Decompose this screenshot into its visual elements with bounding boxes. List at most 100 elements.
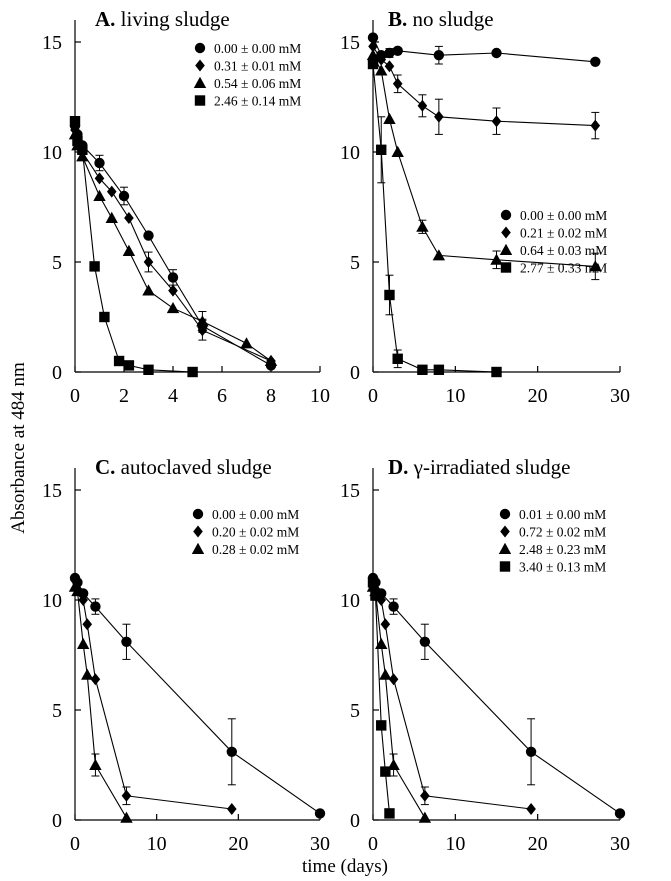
data-point-diamond (392, 77, 403, 90)
legend-marker-circle (192, 508, 204, 520)
series-line (74, 134, 272, 362)
data-point-circle (525, 746, 537, 757)
x-tick-label: 0 (70, 833, 80, 855)
legend-label: 0.21 ± 0.02 mM (520, 226, 607, 241)
data-point-circle (392, 45, 403, 56)
y-tick-label: 0 (350, 362, 360, 384)
data-point-circle (143, 230, 154, 241)
series-triangle (68, 580, 133, 823)
legend-marker-triangle (193, 76, 207, 88)
data-point-diamond (376, 594, 387, 606)
panel-title-letter: D. (388, 455, 408, 479)
data-point-circle (614, 808, 626, 819)
data-point-diamond (90, 673, 101, 686)
data-point-diamond (526, 803, 536, 815)
legend-label: 0.54 ± 0.06 mM (214, 76, 301, 91)
legend-label: 0.64 ± 0.03 mM (520, 243, 607, 258)
data-point-square (69, 116, 81, 127)
x-tick-label: 6 (217, 385, 227, 407)
data-point-diamond (82, 618, 93, 631)
data-point-diamond (590, 119, 601, 132)
chart-panel: D. γ-irradiated sludge 0 5 10 15 0 10 20 30 0.01 … (340, 455, 630, 855)
data-point-triangle (416, 220, 429, 232)
y-tick-label: 15 (340, 480, 360, 502)
data-point-circle (314, 808, 326, 819)
data-point-circle (118, 190, 130, 202)
data-point-diamond (78, 594, 88, 606)
legend-marker-triangle (499, 243, 513, 255)
legend: 0.00 ± 0.00 mM 0.21 ± 0.02 mM 0.64 ± 0.03 … (499, 208, 607, 276)
data-point-triangle (81, 668, 94, 680)
data-point-diamond (380, 618, 391, 631)
y-tick-label: 5 (52, 700, 62, 722)
data-point-square (123, 360, 135, 371)
series-line (372, 37, 596, 63)
y-tick-label: 0 (52, 362, 62, 384)
data-point-circle (590, 56, 601, 67)
legend: 0.00 ± 0.00 mM 0.31 ± 0.01 mM 0.54 ± 0.06 … (193, 41, 301, 109)
data-point-triangle (366, 49, 380, 61)
data-point-square (384, 808, 395, 819)
x-tick-label: 0 (70, 385, 80, 407)
legend-label: 0.72 ± 0.02 mM (519, 525, 606, 540)
data-point-diamond (143, 256, 154, 268)
x-tick-label: 20 (228, 833, 248, 855)
data-point-triangle (589, 260, 602, 272)
panel-title-letter: A. (95, 7, 115, 31)
data-point-square (392, 353, 403, 364)
legend-marker-circle (499, 508, 511, 520)
legend-label: 0.01 ± 0.00 mM (519, 507, 606, 522)
data-point-diamond (121, 789, 132, 802)
legend-label: 0.00 ± 0.00 mM (520, 208, 607, 223)
x-tick-label: 30 (310, 833, 330, 855)
data-point-square (376, 720, 387, 731)
panel-title-letter: B. (388, 7, 407, 31)
chart-panel: C. autoclaved sludge 0 5 10 15 0 10 20 30 0.00 ± … (42, 455, 330, 855)
series-triangle (366, 49, 602, 281)
data-point-triangle (105, 211, 118, 223)
y-tick-label: 10 (42, 142, 62, 164)
data-point-diamond (106, 185, 117, 198)
y-tick-label: 10 (340, 590, 360, 612)
series-line (74, 577, 321, 814)
data-point-triangle (89, 758, 102, 770)
data-point-circle (384, 47, 395, 59)
legend-label: 0.20 ± 0.02 mM (212, 525, 299, 540)
panel-title-text: living sludge (115, 7, 229, 31)
legend-marker-square (499, 561, 511, 572)
legend-marker-triangle (191, 542, 205, 554)
y-tick-label: 5 (350, 252, 360, 274)
data-point-circle (419, 636, 431, 647)
data-point-diamond (94, 172, 105, 185)
data-point-square (187, 366, 198, 378)
data-point-triangle (76, 637, 90, 649)
data-point-square (367, 577, 379, 588)
data-point-triangle (93, 189, 106, 201)
data-point-diamond (124, 212, 134, 224)
data-point-square (433, 364, 445, 375)
data-point-triangle (490, 253, 503, 265)
data-point-square (370, 590, 381, 601)
data-point-square (367, 58, 379, 70)
data-point-square (72, 135, 83, 147)
data-point-circle (121, 636, 132, 647)
series-line (74, 586, 127, 819)
x-tick-label: 30 (610, 385, 630, 407)
data-point-square (113, 355, 125, 367)
series-line (372, 63, 497, 373)
y-tick-label: 15 (340, 32, 360, 54)
data-point-square (77, 144, 88, 155)
data-point-circle (167, 272, 179, 283)
data-point-triangle (240, 337, 253, 349)
series-circle (69, 120, 277, 371)
x-tick-label: 30 (610, 833, 630, 855)
legend-label: 3.40 ± 0.13 mM (519, 560, 606, 575)
data-point-triangle (122, 244, 136, 256)
x-tick-label: 0 (368, 385, 378, 407)
data-point-circle (226, 746, 237, 757)
data-point-diamond (417, 99, 428, 112)
data-point-triangle (391, 145, 404, 157)
legend-marker-triangle (498, 542, 512, 554)
